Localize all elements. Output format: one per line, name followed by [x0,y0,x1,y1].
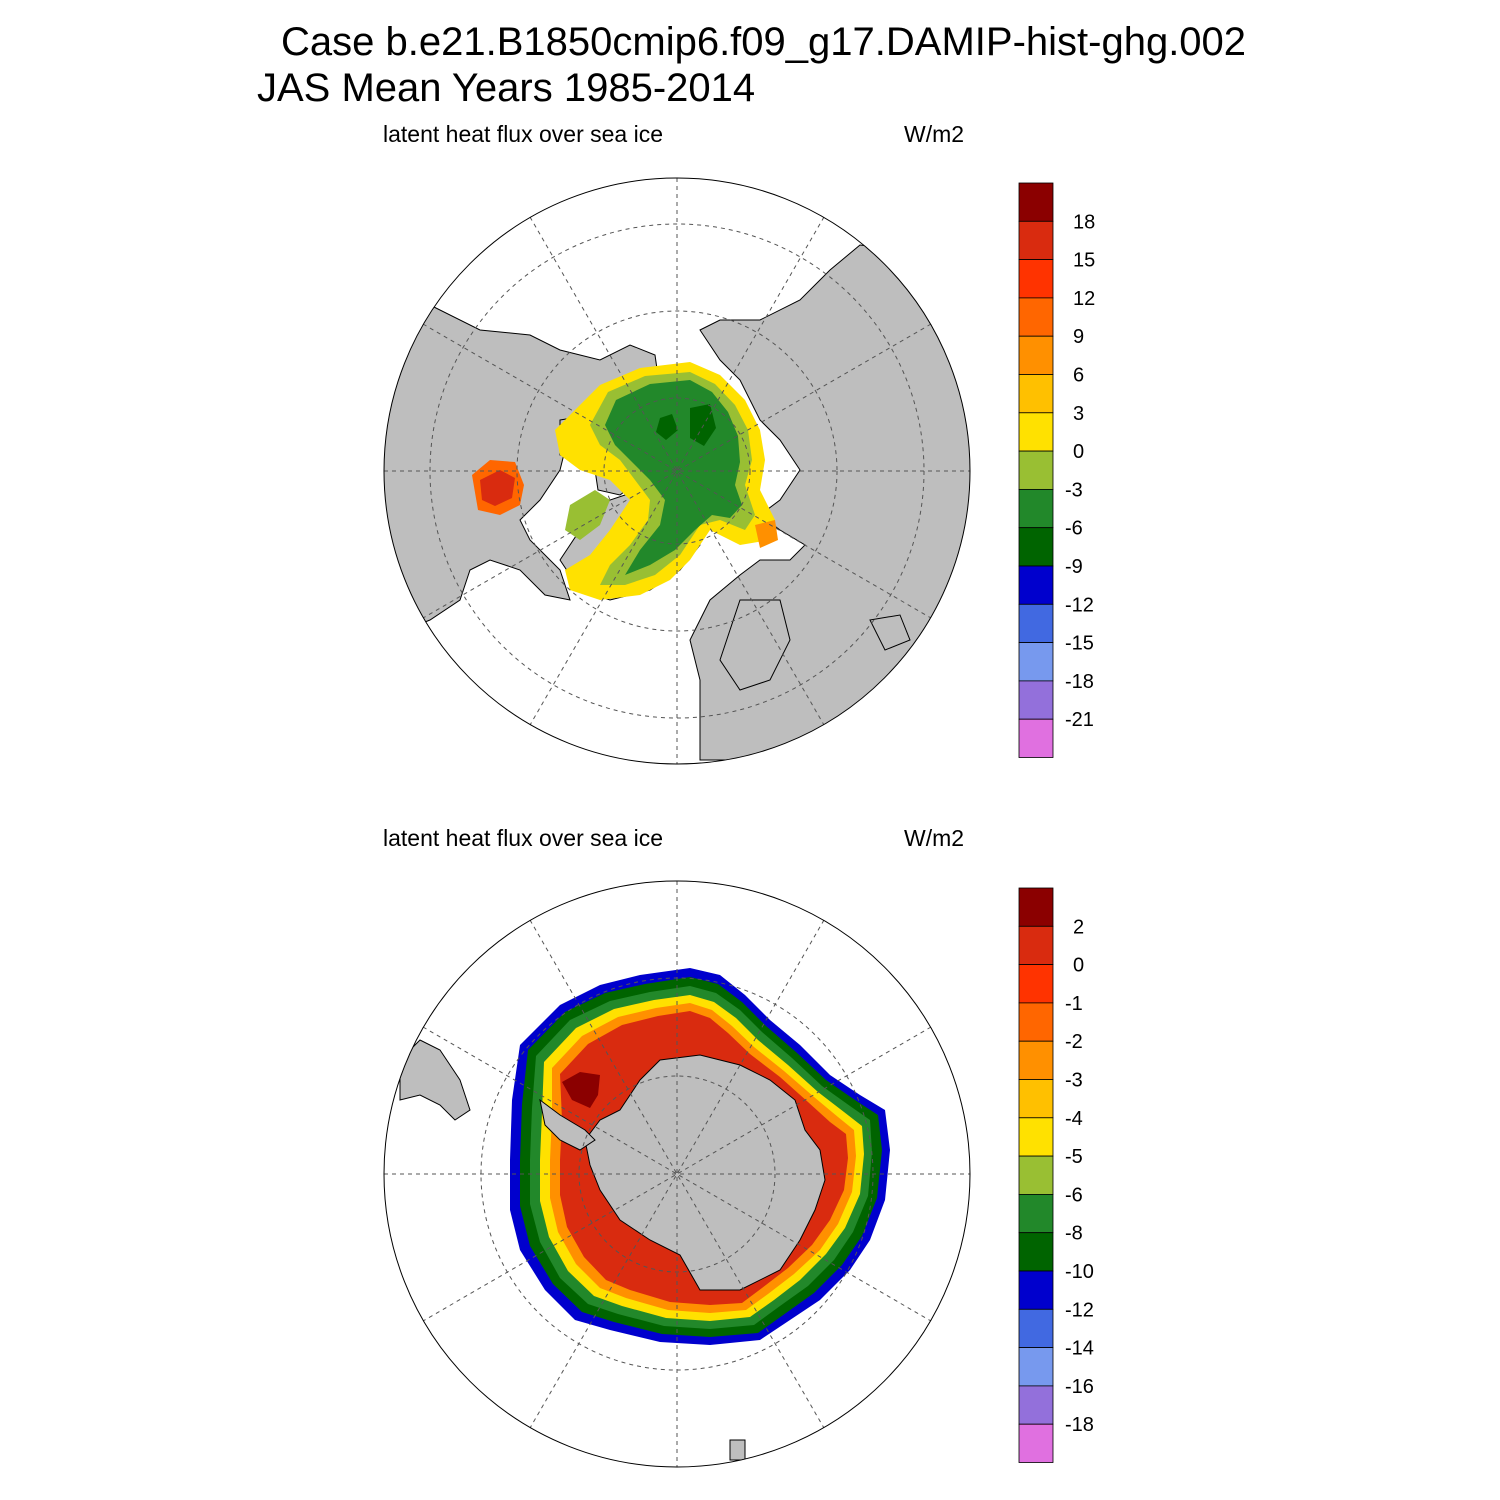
caspian-region-land [869,614,911,651]
south-colorbar-box [1018,1040,1054,1080]
north-colorbar-box [1018,603,1054,643]
north-colorbar-box [1018,412,1054,452]
north-colorbar-box [1018,488,1054,529]
north-colorbar-box [1018,374,1054,414]
north-colorbar-box [1018,220,1054,261]
south-colorbar-box [1018,1002,1054,1042]
south-colorbar-tick-label: -10 [1065,1261,1094,1283]
south-graticule [384,881,970,1467]
new-zealand-land [729,1439,746,1461]
north-ice-neg9toneg6-a [656,414,678,440]
south-america-land [399,1039,471,1121]
north-colorbar-box [1018,182,1054,222]
antarctic-peninsula-land [539,1098,596,1151]
antarctica-land [584,1054,826,1291]
south-map-boundary [383,880,971,1468]
north-colorbar-tick-label: -18 [1065,671,1094,693]
north-colorbar-tick-label: -12 [1065,594,1094,616]
south-colorbar-tick-label: -12 [1065,1299,1094,1321]
north-ice-neg9toneg6-b [690,404,716,446]
north-variable-label: latent heat flux over sea ice [383,121,663,147]
north-colorbar-tick-label: -9 [1065,556,1083,578]
north-colorbar-tick-label: 0 [1073,441,1084,463]
north-colorbar-box [1018,718,1054,758]
hudson-bay-ice-15to18 [480,470,515,506]
north-colorbar-box [1018,680,1054,720]
north-units-label: W/m2 [904,121,965,147]
south-colorbar-box [1018,1117,1054,1157]
south-colorbar-tick-label: -8 [1065,1223,1083,1245]
south-polar-map [383,880,971,1468]
south-colorbar-box [1018,887,1054,927]
north-colorbar-box [1018,642,1054,682]
north-colorbar-tick-label: -3 [1065,479,1083,501]
north-sea-ice-field [472,362,778,600]
figure-title-line1: Case b.e21.B1850cmip6.f09_g17.DAMIP-hist… [281,20,1247,64]
south-colorbar-tick-label: -1 [1065,993,1083,1015]
north-colorbar-tick-label: 18 [1073,211,1095,233]
north-colorbar-box [1018,565,1054,605]
south-colorbar-box [1018,1194,1054,1234]
south-colorbar-tick-label: -2 [1065,1031,1083,1053]
south-colorbar-tick-label: -18 [1065,1414,1094,1436]
north-colorbar-tick-label: 15 [1073,250,1095,272]
north-colorbar-tick-label: 9 [1073,326,1084,348]
north-map-boundary [383,177,971,765]
north-colorbar-tick-label: -6 [1065,518,1083,540]
north-colorbar: 18 15 12 9 6 3 0 -3 -6 -9 -12 -15 -18 -21 [1018,182,1095,758]
barents-sea-ice-6to9 [755,520,778,548]
south-colorbar-tick-label: -3 [1065,1070,1083,1092]
north-colorbar-tick-label: 3 [1073,403,1084,425]
weddell-sea-ice-2plus [562,1072,600,1108]
north-colorbar-box [1018,335,1054,375]
north-colorbar-box [1018,527,1054,567]
south-colorbar-tick-label: -16 [1065,1376,1094,1398]
south-colorbar-box [1018,1155,1054,1195]
north-colorbar-box [1018,259,1054,299]
figure-title-line2: JAS Mean Years 1985-2014 [257,66,756,110]
south-colorbar-box [1018,1270,1054,1310]
north-colorbar-tick-label: 6 [1073,365,1084,387]
north-america-land [384,299,661,641]
north-colorbar-tick-label: -15 [1065,633,1094,655]
north-colorbar-box [1018,450,1054,490]
scandinavia-land [719,599,791,691]
south-colorbar-box [1018,1423,1054,1463]
south-colorbar-tick-label: 0 [1073,955,1084,977]
south-colorbar: 2 0 -1 -2 -3 -4 -5 -6 -8 -10 -12 -14 -16 -18 [1018,887,1094,1463]
north-colorbar-box [1018,297,1054,337]
south-colorbar-box [1018,1347,1054,1387]
south-colorbar-tick-label: 2 [1073,916,1084,938]
south-land-masses [399,1039,826,1461]
south-variable-label: latent heat flux over sea ice [383,825,663,851]
north-graticule [384,178,970,764]
south-colorbar-tick-label: -5 [1065,1146,1083,1168]
north-colorbar-tick-label: -21 [1065,709,1094,731]
south-colorbar-box [1018,1308,1054,1349]
south-colorbar-box [1018,1385,1054,1425]
north-polar-map [383,177,971,765]
south-colorbar-tick-label: -14 [1065,1338,1094,1360]
north-colorbar-tick-label: 12 [1073,288,1095,310]
south-colorbar-box [1018,1232,1054,1272]
baffin-bay-ice [565,490,610,540]
south-colorbar-box [1018,925,1054,965]
south-colorbar-tick-label: -4 [1065,1108,1083,1130]
south-colorbar-box [1018,964,1054,1004]
south-colorbar-tick-label: -6 [1065,1184,1083,1206]
south-colorbar-box [1018,1079,1054,1119]
south-units-label: W/m2 [904,825,965,851]
